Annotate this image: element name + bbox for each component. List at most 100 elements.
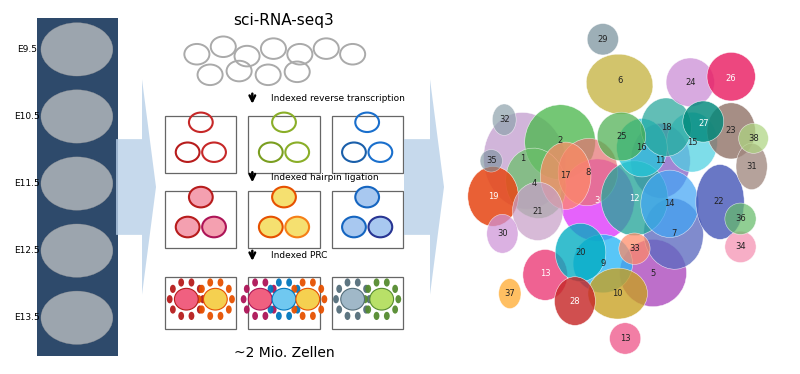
Ellipse shape (270, 306, 277, 314)
Ellipse shape (268, 285, 274, 293)
Ellipse shape (207, 312, 213, 320)
Text: 25: 25 (616, 132, 626, 141)
Ellipse shape (41, 90, 113, 143)
Text: E13.5: E13.5 (14, 313, 40, 322)
Ellipse shape (587, 24, 618, 55)
Ellipse shape (586, 54, 653, 114)
Ellipse shape (392, 306, 398, 314)
Ellipse shape (738, 123, 768, 153)
Text: 37: 37 (505, 289, 515, 298)
Ellipse shape (244, 285, 250, 293)
Ellipse shape (310, 278, 316, 286)
Ellipse shape (244, 306, 250, 314)
Text: 18: 18 (661, 123, 671, 132)
Ellipse shape (468, 166, 518, 226)
Ellipse shape (170, 306, 176, 314)
Ellipse shape (498, 279, 521, 309)
Text: 35: 35 (486, 156, 497, 165)
Ellipse shape (226, 306, 232, 314)
Text: 1: 1 (520, 154, 526, 163)
Ellipse shape (294, 306, 300, 314)
Text: 29: 29 (598, 35, 608, 44)
Ellipse shape (480, 150, 502, 172)
Bar (165, 191, 237, 248)
Ellipse shape (345, 312, 350, 320)
Bar (331, 116, 402, 173)
Polygon shape (116, 79, 156, 295)
Text: 34: 34 (735, 242, 746, 251)
Text: 32: 32 (499, 115, 510, 124)
Ellipse shape (218, 312, 223, 320)
Bar (331, 277, 402, 329)
Ellipse shape (276, 312, 282, 320)
Text: 38: 38 (748, 134, 759, 143)
Ellipse shape (707, 103, 755, 159)
Text: 17: 17 (560, 171, 571, 180)
Text: 23: 23 (726, 126, 737, 135)
Text: 30: 30 (497, 229, 508, 238)
Text: ~2 Mio. Zellen: ~2 Mio. Zellen (234, 346, 334, 361)
Ellipse shape (218, 278, 223, 286)
Ellipse shape (630, 123, 690, 198)
Ellipse shape (333, 295, 339, 303)
Ellipse shape (41, 23, 113, 76)
Ellipse shape (272, 288, 296, 310)
Bar (248, 191, 320, 248)
Text: 13: 13 (620, 334, 630, 343)
Text: 31: 31 (746, 162, 757, 171)
Ellipse shape (486, 214, 518, 253)
Ellipse shape (366, 285, 371, 293)
Text: E9.5: E9.5 (18, 45, 38, 54)
Ellipse shape (322, 295, 327, 303)
Ellipse shape (366, 295, 372, 303)
Text: 16: 16 (637, 143, 647, 152)
Ellipse shape (252, 278, 258, 286)
Ellipse shape (483, 113, 566, 209)
Ellipse shape (270, 285, 277, 293)
Ellipse shape (252, 312, 258, 320)
Ellipse shape (558, 138, 618, 206)
Text: Indexed PRC: Indexed PRC (270, 251, 327, 260)
Ellipse shape (540, 142, 591, 209)
Text: 2: 2 (558, 136, 562, 145)
Text: 6: 6 (617, 76, 622, 85)
Text: 24: 24 (685, 78, 695, 87)
Ellipse shape (291, 306, 298, 314)
Ellipse shape (288, 295, 294, 303)
Ellipse shape (366, 306, 371, 314)
Ellipse shape (355, 278, 361, 286)
Ellipse shape (598, 112, 646, 161)
Text: 27: 27 (698, 119, 709, 128)
Ellipse shape (229, 295, 235, 303)
Ellipse shape (554, 277, 595, 325)
Ellipse shape (197, 306, 202, 314)
Ellipse shape (197, 285, 202, 293)
Ellipse shape (573, 234, 633, 293)
Bar (331, 191, 402, 248)
Ellipse shape (166, 295, 173, 303)
Ellipse shape (619, 239, 686, 307)
Ellipse shape (298, 295, 303, 303)
Ellipse shape (617, 119, 667, 177)
Ellipse shape (274, 295, 280, 303)
Ellipse shape (644, 198, 703, 269)
Ellipse shape (241, 295, 246, 303)
Ellipse shape (555, 223, 606, 282)
Text: Indexed hairpin ligation: Indexed hairpin ligation (270, 173, 378, 182)
Ellipse shape (170, 285, 176, 293)
Text: E11.5: E11.5 (14, 179, 40, 188)
Text: 5: 5 (650, 269, 656, 278)
Ellipse shape (262, 278, 268, 286)
Text: 3: 3 (594, 196, 600, 205)
Ellipse shape (342, 217, 366, 237)
Text: sci-RNA-seq3: sci-RNA-seq3 (234, 13, 334, 28)
Ellipse shape (318, 306, 324, 314)
Ellipse shape (207, 278, 213, 286)
Text: 20: 20 (575, 248, 586, 257)
Bar (165, 116, 237, 173)
FancyBboxPatch shape (37, 18, 118, 356)
Text: 36: 36 (735, 214, 746, 223)
Ellipse shape (296, 288, 320, 310)
Ellipse shape (202, 217, 226, 237)
Ellipse shape (300, 312, 306, 320)
